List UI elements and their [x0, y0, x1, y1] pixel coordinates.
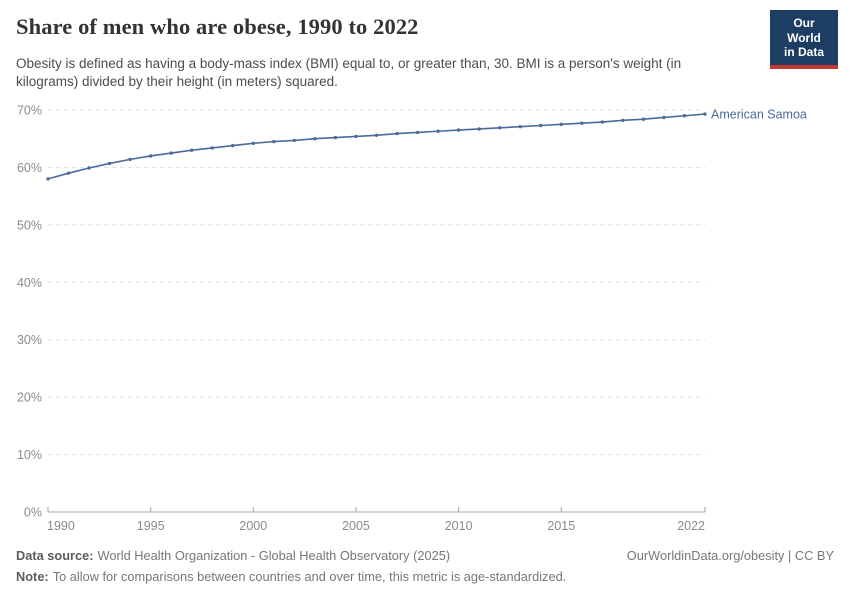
data-point	[374, 133, 379, 137]
data-point	[662, 115, 666, 120]
footer-left: Data source: World Health Organization - …	[16, 545, 566, 587]
data-point	[169, 151, 173, 155]
line-chart: 0% 10% 20% 30% 40% 50% 60% 70% 1990 1995 2000 2005 2…	[17, 104, 807, 534]
footer-link[interactable]: OurWorldinData.org/obesity | CC BY	[626, 548, 834, 563]
x-axis-label: 2005	[342, 519, 370, 533]
data-point	[210, 146, 214, 150]
data-point	[46, 177, 50, 181]
data-point	[107, 161, 112, 166]
data-point	[354, 134, 358, 139]
data-point	[333, 135, 338, 140]
data-source-label: Data source:	[16, 548, 94, 563]
data-point	[87, 166, 91, 170]
y-axis-label: 10%	[17, 448, 42, 462]
y-axis-label: 70%	[17, 104, 42, 118]
data-point	[539, 123, 543, 128]
data-point	[128, 157, 132, 162]
y-axis-label: 40%	[17, 276, 42, 290]
data-point	[703, 112, 707, 116]
x-axis-label: 2022	[677, 519, 705, 533]
data-point	[190, 148, 194, 152]
y-axis-label: 30%	[17, 333, 42, 347]
x-axis-label: 2015	[547, 519, 575, 533]
data-point	[415, 130, 420, 135]
y-axis-label: 60%	[17, 161, 42, 175]
x-axis-label: 1995	[137, 519, 165, 533]
owid-logo[interactable]: Our World in Data	[770, 10, 838, 69]
note-label: Note:	[16, 569, 49, 584]
data-point	[580, 121, 584, 125]
data-point	[497, 126, 502, 130]
data-point	[395, 131, 399, 136]
note-text: To allow for comparisons between countri…	[52, 569, 567, 584]
data-point	[641, 117, 646, 121]
data-point	[477, 127, 481, 131]
data-point	[456, 128, 461, 132]
x-axis-label: 2000	[239, 519, 267, 533]
owid-logo-line1: Our World	[787, 16, 821, 45]
data-point	[682, 114, 687, 118]
y-axis-label: 50%	[17, 218, 42, 232]
data-point	[66, 171, 71, 175]
data-point	[436, 129, 440, 133]
x-axis-label: 1990	[47, 519, 75, 533]
page-title: Share of men who are obese, 1990 to 2022	[16, 14, 419, 39]
y-axis-label: 20%	[17, 391, 42, 405]
data-point	[231, 143, 235, 148]
data-point	[621, 118, 625, 123]
data-point	[600, 120, 605, 124]
data-point	[518, 124, 522, 129]
data-source-line: Data source: World Health Organization - …	[16, 545, 566, 566]
chart-footer: Data source: World Health Organization - …	[16, 545, 834, 587]
series-entity-label: American Samoa	[711, 108, 807, 122]
data-point	[272, 139, 276, 144]
data-point	[148, 154, 153, 158]
y-axis-label: 0%	[24, 506, 42, 520]
data-source-text: World Health Organization - Global Healt…	[97, 548, 451, 563]
chart-subtitle: Obesity is defined as having a body-mass…	[16, 56, 682, 89]
data-point	[251, 141, 256, 146]
data-point	[313, 137, 317, 141]
note-line: Note: To allow for comparisons between co…	[16, 566, 566, 587]
x-axis-label: 2010	[445, 519, 473, 533]
data-point	[559, 122, 563, 127]
data-line	[47, 113, 706, 180]
data-point	[292, 138, 297, 143]
owid-logo-line2: in Data	[783, 45, 824, 59]
